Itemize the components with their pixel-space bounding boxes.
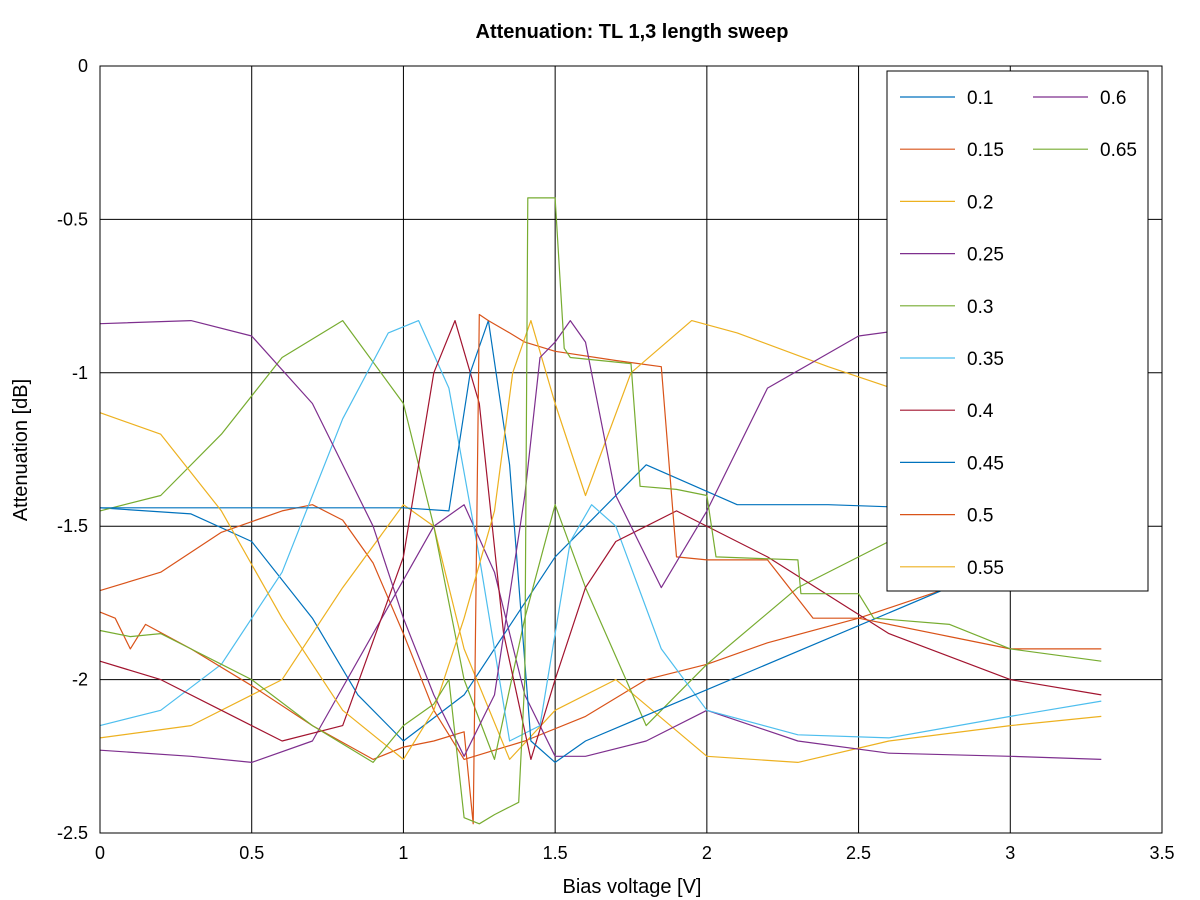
y-tick-label: -1 (72, 363, 88, 383)
legend: 0.1 0.15 0.2 0.25 0.3 0.35 0.4 0.45 0.5 0.55 0.6 0.… (886, 70, 1149, 592)
x-tick-label: 2 (702, 843, 712, 863)
y-tick-labels: 0 -0.5 -1 -1.5 -2 -2.5 (57, 56, 88, 843)
legend-entry: 0.65 (1100, 140, 1137, 161)
x-tick-label: 1.5 (543, 843, 568, 863)
y-tick-label: -2.5 (57, 823, 88, 843)
legend-entry: 0.55 (967, 558, 1004, 579)
series-line-0-5 (99, 313, 1102, 825)
legend-entry: 0.6 (1100, 88, 1126, 109)
x-tick-label: 0 (95, 843, 105, 863)
x-tick-label: 1 (398, 843, 408, 863)
legend-entry: 0.45 (967, 453, 1004, 474)
series-line-0-55 (99, 320, 1102, 761)
x-axis-label: Bias voltage [V] (563, 876, 702, 898)
chart-title: Attenuation: TL 1,3 length sweep (476, 21, 789, 43)
x-tick-label: 3.5 (1149, 843, 1174, 863)
y-axis-label: Attenuation [dB] (10, 379, 32, 521)
y-tick-label: -2 (72, 670, 88, 690)
legend-entry: 0.2 (967, 192, 993, 213)
series-layer (99, 197, 1102, 825)
series-line-0-45 (100, 320, 1102, 764)
y-tick-label: -0.5 (57, 209, 88, 229)
series-line-0-25 (99, 504, 1102, 764)
legend-entry: 0.4 (967, 401, 994, 422)
legend-entry: 0.3 (967, 297, 993, 318)
x-tick-label: 3 (1005, 843, 1015, 863)
legend-box (886, 70, 1149, 592)
series-line-0-3 (99, 320, 1102, 761)
y-tick-label: 0 (78, 56, 88, 76)
plot-frame (99, 65, 1163, 834)
legend-entry: 0.5 (967, 506, 993, 527)
legend-entry: 0.15 (967, 140, 1004, 161)
x-tick-labels: 0 0.5 1 1.5 2 2.5 3 3.5 (95, 843, 1175, 863)
series-line-0-65 (99, 197, 1102, 825)
y-tick-label: -1.5 (57, 516, 88, 536)
x-tick-label: 0.5 (239, 843, 264, 863)
legend-entry: 0.1 (967, 88, 993, 109)
legend-entry: 0.25 (967, 245, 1004, 266)
series-line-0-6 (99, 320, 1102, 757)
x-tick-label: 2.5 (846, 843, 871, 863)
legend-entry: 0.35 (967, 349, 1004, 370)
